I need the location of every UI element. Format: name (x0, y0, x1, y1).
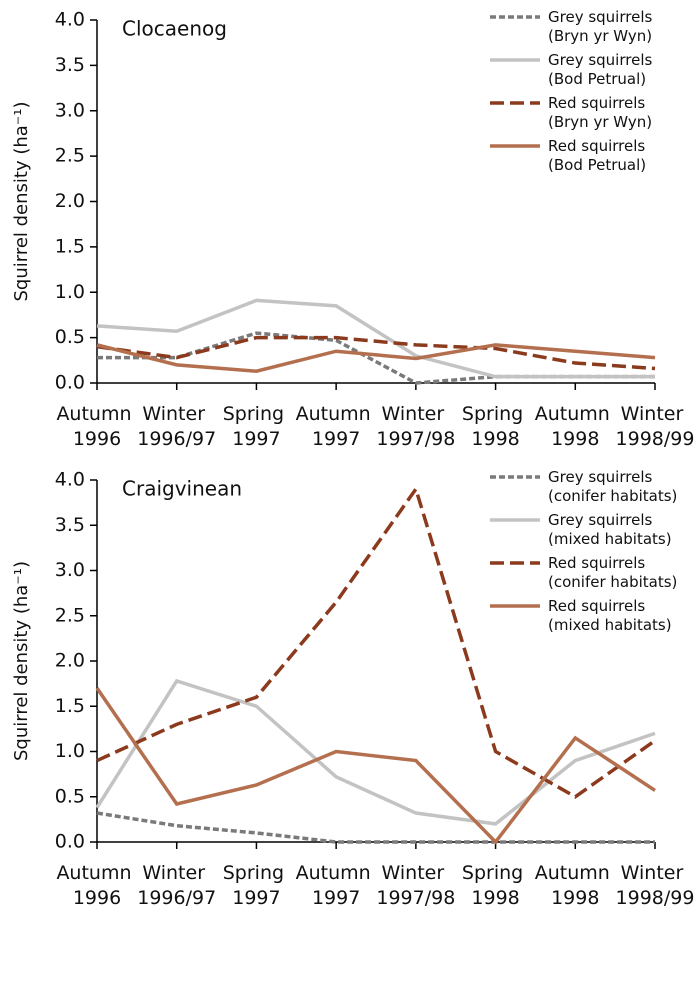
legend-label: Grey squirrels (Bod Petrual) (548, 51, 657, 88)
x-tick-label: Autumn 1997 (296, 862, 377, 909)
y-tick-label: 0.5 (55, 785, 85, 807)
x-tick-label: Autumn 1998 (535, 862, 616, 909)
y-tick-label: 1.0 (55, 281, 85, 303)
legend-label: Grey squirrels (conifer habitats) (548, 468, 677, 505)
series-line (96, 485, 657, 799)
y-tick-label: 4.0 (55, 9, 85, 31)
y-tick-label: 3.0 (55, 99, 85, 121)
panel-title: Clocaenog (122, 17, 227, 41)
y-tick-label: 4.0 (55, 469, 85, 491)
legend-label: Red squirrels (mixed habitats) (548, 597, 672, 634)
y-axis-title: Squirrel density (ha⁻¹) (11, 101, 32, 301)
x-tick-label: Winter 1996/97 (137, 403, 216, 450)
x-tick-label: Autumn 1998 (535, 403, 616, 450)
x-tick-label: Autumn 1996 (56, 862, 137, 909)
x-tick-label: Spring 1997 (223, 403, 290, 450)
legend-label: Grey squirrels (Bryn yr Wyn) (548, 8, 657, 45)
y-tick-label: 1.0 (55, 740, 85, 762)
series-line (95, 678, 656, 826)
y-tick-label: 2.5 (55, 145, 85, 167)
x-tick-label: Winter 1997/98 (376, 403, 455, 450)
legend-label: Red squirrels (conifer habitats) (548, 554, 677, 591)
y-tick-label: 2.0 (55, 190, 85, 212)
y-tick-label: 2.5 (55, 604, 85, 626)
legend-label: Grey squirrels (mixed habitats) (548, 511, 672, 548)
series-line (96, 335, 656, 371)
y-tick-label: 0.0 (55, 372, 85, 394)
x-tick-label: Autumn 1996 (56, 403, 137, 450)
series-line (96, 811, 655, 844)
y-tick-label: 0.5 (55, 326, 85, 348)
x-tick-label: Autumn 1997 (296, 403, 377, 450)
y-tick-label: 1.5 (55, 695, 85, 717)
legend-label: Red squirrels (Bod Petrual) (548, 137, 650, 174)
x-tick-label: Winter 1997/98 (376, 862, 455, 909)
y-tick-label: 3.0 (55, 559, 85, 581)
y-tick-label: 3.5 (55, 514, 85, 536)
x-tick-label: Winter 1998/99 (616, 862, 695, 909)
panel-title: Craigvinean (122, 477, 242, 501)
y-tick-label: 1.5 (55, 235, 85, 257)
x-tick-label: Spring 1998 (462, 862, 529, 909)
y-tick-label: 3.5 (55, 54, 85, 76)
x-tick-label: Winter 1998/99 (616, 403, 695, 450)
series-line (96, 343, 656, 373)
series-line (96, 298, 655, 379)
y-tick-label: 2.0 (55, 650, 85, 672)
y-tick-label: 0.0 (55, 831, 85, 853)
legend-label: Red squirrels (Bryn yr Wyn) (548, 94, 652, 131)
x-tick-label: Spring 1998 (462, 403, 529, 450)
x-tick-label: Spring 1997 (223, 862, 290, 909)
series-line (95, 687, 656, 845)
y-axis-title: Squirrel density (ha⁻¹) (11, 561, 32, 761)
x-tick-label: Winter 1996/97 (137, 862, 216, 909)
